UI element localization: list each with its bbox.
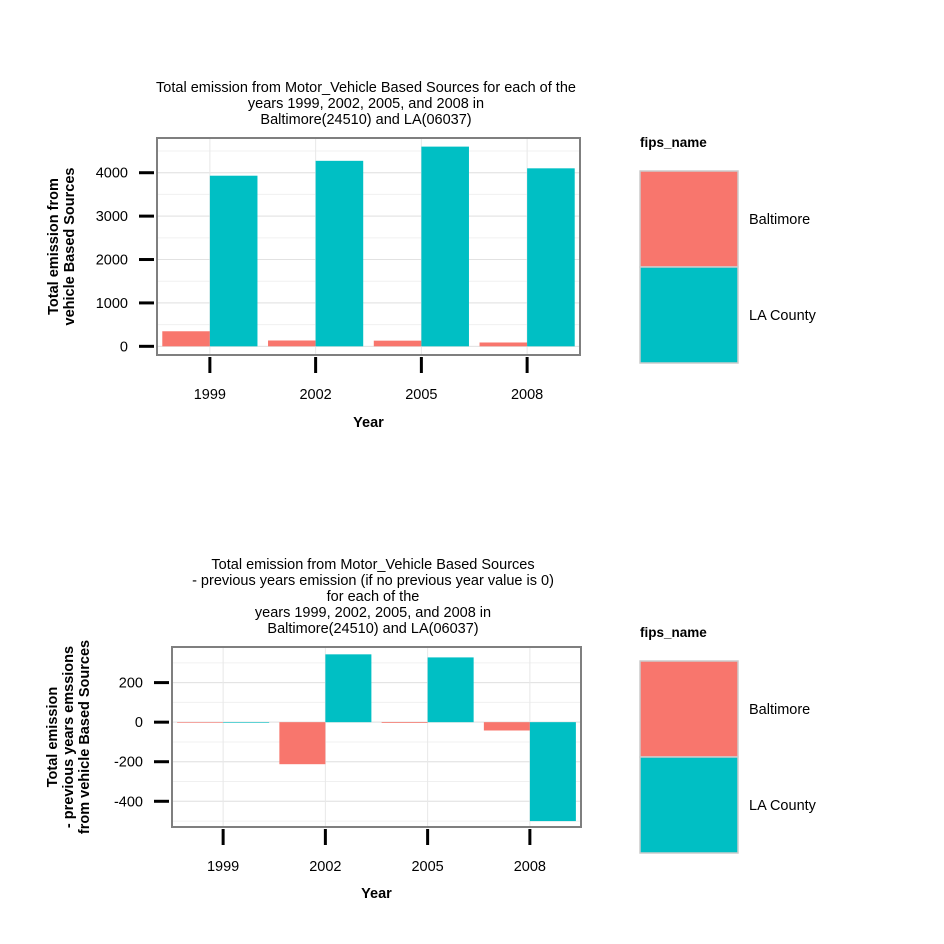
bar-baltimore-1999 [162,331,210,347]
y-tick-label: 4000 [96,166,128,182]
x-tick-label: 2002 [309,859,341,875]
chart-2: Total emission from Motor_Vehicle Based … [45,557,817,902]
bar-la-county-2002 [315,160,364,347]
x-tick-label: 2002 [299,387,331,403]
x-tick-label: 1999 [194,387,226,403]
chart-title: Total emission from Motor_Vehicle Based … [192,557,554,637]
chart-1: Total emission from Motor_Vehicle Based … [46,80,817,431]
x-axis-label: Year [361,886,392,902]
plot-panel [172,647,581,827]
bar-baltimore-2002 [279,722,326,765]
bar-la-county-2002 [325,654,372,723]
y-tick-label: -400 [114,794,143,810]
bar-la-county-1999 [209,175,258,347]
bar-baltimore-1999 [177,722,224,723]
x-tick-label: 2005 [411,859,443,875]
bar-la-county-2005 [427,657,474,723]
y-axis-label: Total emission from [46,178,62,315]
chart-title-line: Baltimore(24510) and LA(06037) [260,112,471,128]
y-axis-label: vehicle Based Sources [62,168,78,326]
x-axis-label: Year [353,415,384,431]
y-tick-label: 200 [119,676,143,692]
y-tick-label: 0 [135,715,143,731]
chart-title-line: years 1999, 2002, 2005, and 2008 in [255,605,491,621]
legend-title: fips_name [640,625,707,640]
bar-la-county-2008 [529,722,576,822]
legend-key-la-county [639,266,739,364]
y-tick-label: 2000 [96,253,128,269]
x-tick-label: 1999 [207,859,239,875]
y-tick-label: 1000 [96,296,128,312]
chart-title-line: Baltimore(24510) and LA(06037) [267,621,478,637]
chart-title-line: - previous years emission (if no previou… [192,573,554,589]
legend-title: fips_name [640,135,707,150]
legend-key-baltimore [639,170,739,268]
legend-label: Baltimore [749,702,810,718]
bar-baltimore-2008 [483,722,530,731]
y-tick-label: 0 [120,339,128,355]
x-tick-label: 2008 [514,859,546,875]
panel-border [171,646,582,828]
y-axis-label: - previous years emssions [61,646,77,828]
chart-title-line: years 1999, 2002, 2005, and 2008 in [248,96,484,112]
y-axis-label: Total emission [45,687,61,787]
bar-baltimore-2005 [381,722,428,723]
panel-border [156,137,581,356]
y-axis-label: from vehicle Based Sources [77,640,93,834]
bar-baltimore-2008 [479,342,528,347]
bar-la-county-1999 [223,722,270,723]
bar-baltimore-2005 [373,340,422,347]
bar-la-county-2005 [421,146,469,347]
legend-key-baltimore [639,660,739,758]
legend: fips_name Baltimore LA County [639,135,817,364]
chart-title-line: Total emission from Motor_Vehicle Based … [211,557,534,573]
legend-key-la-county [639,756,739,854]
chart-title: Total emission from Motor_Vehicle Based … [156,80,576,128]
y-tick-label: 3000 [96,209,128,225]
bar-la-county-2008 [527,168,575,347]
chart-title-line: Total emission from Motor_Vehicle Based … [156,80,576,96]
x-tick-label: 2008 [511,387,543,403]
legend-label: LA County [749,308,817,324]
legend-label: Baltimore [749,212,810,228]
chart-title-line: for each of the [327,589,420,605]
y-tick-label: -200 [114,755,143,771]
legend: fips_name Baltimore LA County [639,625,817,854]
x-tick-label: 2005 [405,387,437,403]
bar-baltimore-2002 [268,340,316,347]
legend-label: LA County [749,798,817,814]
